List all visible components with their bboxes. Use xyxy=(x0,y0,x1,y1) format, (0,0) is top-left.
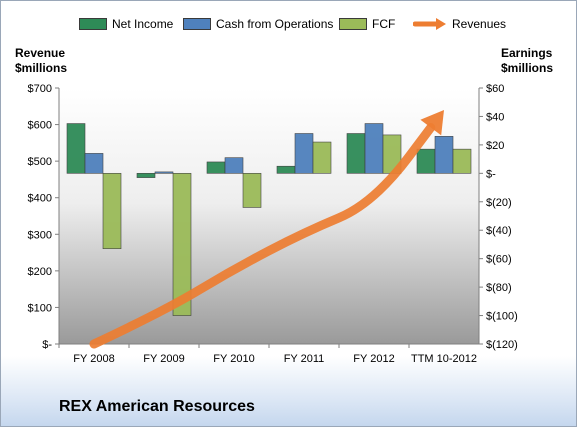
bar-net-income xyxy=(206,161,226,174)
bar-cash-from-operations xyxy=(84,153,104,174)
legend-item: Revenues xyxy=(413,17,506,31)
legend-item: FCF xyxy=(339,17,395,31)
left-axis-title-line2: $millions xyxy=(15,61,68,75)
bar-fcf xyxy=(452,148,472,174)
legend-label: FCF xyxy=(372,17,396,31)
right-tick-label: $20 xyxy=(486,140,504,152)
plot-area xyxy=(59,88,479,344)
right-tick-label: $40 xyxy=(486,111,504,123)
right-tick-label: $60 xyxy=(486,83,504,95)
right-axis-title-line2: $millions xyxy=(501,61,554,75)
bar-cash-from-operations xyxy=(224,157,244,174)
right-tick-label: $(120) xyxy=(486,339,518,351)
left-tick-label: $200 xyxy=(28,266,52,278)
bar-net-income xyxy=(346,133,366,174)
left-tick-label: $100 xyxy=(28,302,52,314)
right-tick-label: $- xyxy=(486,168,496,180)
revenue-arrowhead xyxy=(420,109,444,136)
bar-fcf xyxy=(242,173,262,208)
right-tick-label: $(20) xyxy=(486,197,512,209)
bar-cash-from-operations xyxy=(364,123,384,174)
right-tick-label: $(80) xyxy=(486,282,512,294)
right-tick-label: $(100) xyxy=(486,311,518,323)
legend-swatch xyxy=(339,18,367,30)
left-tick-label: $- xyxy=(42,339,52,351)
left-tick-label: $700 xyxy=(28,83,52,95)
legend-swatch xyxy=(79,18,107,30)
left-tick-label: $300 xyxy=(28,229,52,241)
right-axis-title: Earnings $millions xyxy=(501,46,553,76)
legend-label: Cash from Operations xyxy=(216,17,334,31)
chart-title: REX American Resources xyxy=(59,398,255,415)
x-tick-label: FY 2010 xyxy=(213,353,254,365)
x-tick-label: FY 2012 xyxy=(353,353,394,365)
left-axis-title: Revenue $millions xyxy=(15,46,67,76)
bar-cash-from-operations xyxy=(294,133,314,174)
legend-label: Revenues xyxy=(452,17,507,31)
legend-label: Net Income xyxy=(112,17,174,31)
right-tick-label: $(60) xyxy=(486,254,512,266)
bar-fcf xyxy=(172,173,192,316)
x-tick-label: FY 2009 xyxy=(143,353,184,365)
legend-item: Net Income xyxy=(79,17,173,31)
left-tick-label: $600 xyxy=(28,120,52,132)
right-tick-label: $(40) xyxy=(486,225,512,237)
bar-net-income xyxy=(136,173,156,178)
bar-net-income xyxy=(276,165,296,174)
legend-item: Cash from Operations xyxy=(183,17,333,31)
legend-swatch xyxy=(183,18,211,30)
right-axis-title-line1: Earnings xyxy=(501,46,553,60)
bar-net-income xyxy=(66,123,86,174)
bar-fcf xyxy=(102,173,122,250)
bar-net-income xyxy=(416,148,436,174)
legend-swatch xyxy=(413,18,446,30)
bar-cash-from-operations xyxy=(154,171,174,174)
x-tick-label: TTM 10-2012 xyxy=(411,353,477,365)
bar-cash-from-operations xyxy=(434,136,454,174)
bar-fcf xyxy=(312,141,332,174)
left-tick-label: $400 xyxy=(28,193,52,205)
left-tick-label: $500 xyxy=(28,156,52,168)
revenue-line xyxy=(89,123,436,349)
left-axis-title-line1: Revenue xyxy=(15,46,66,60)
x-tick-label: FY 2011 xyxy=(284,353,325,365)
legend: Net Income Cash from Operations FCF Revenue… xyxy=(79,13,519,35)
x-tick-label: FY 2008 xyxy=(73,353,114,365)
